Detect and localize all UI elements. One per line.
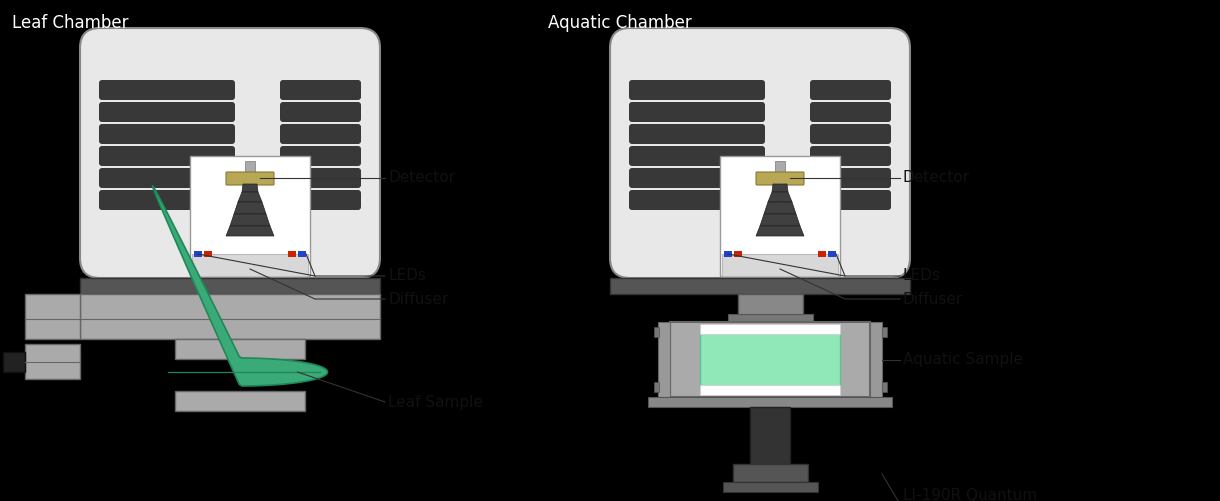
- Bar: [700, 324, 841, 334]
- Text: LEDs: LEDs: [903, 269, 941, 284]
- Bar: [722, 254, 838, 276]
- Polygon shape: [772, 184, 788, 192]
- Bar: [81, 278, 379, 294]
- FancyBboxPatch shape: [81, 28, 379, 278]
- FancyBboxPatch shape: [99, 102, 235, 122]
- FancyBboxPatch shape: [630, 102, 765, 122]
- Bar: [750, 407, 791, 472]
- Bar: [658, 322, 670, 397]
- FancyBboxPatch shape: [99, 124, 235, 144]
- FancyBboxPatch shape: [630, 190, 765, 210]
- Bar: [288, 251, 296, 257]
- Polygon shape: [231, 214, 270, 226]
- Text: LI-190R Quantum
Sensor: LI-190R Quantum Sensor: [903, 488, 1037, 501]
- FancyBboxPatch shape: [810, 168, 891, 188]
- Bar: [298, 251, 306, 257]
- FancyBboxPatch shape: [99, 190, 235, 210]
- FancyBboxPatch shape: [281, 80, 361, 100]
- Bar: [700, 385, 841, 395]
- Polygon shape: [242, 184, 257, 192]
- Bar: [174, 391, 305, 411]
- Text: Leaf Sample: Leaf Sample: [388, 394, 483, 409]
- Bar: [648, 397, 892, 407]
- Bar: [775, 161, 784, 173]
- Text: LEDs: LEDs: [388, 269, 426, 284]
- FancyBboxPatch shape: [610, 28, 910, 278]
- Bar: [670, 322, 870, 397]
- FancyBboxPatch shape: [281, 102, 361, 122]
- Bar: [245, 161, 255, 173]
- Bar: [722, 482, 817, 492]
- FancyBboxPatch shape: [99, 168, 235, 188]
- Bar: [190, 156, 310, 276]
- Bar: [882, 327, 887, 337]
- Bar: [610, 278, 910, 294]
- Polygon shape: [764, 202, 795, 214]
- Polygon shape: [238, 192, 262, 202]
- Text: Aquatic Chamber: Aquatic Chamber: [548, 14, 692, 32]
- Bar: [828, 251, 836, 257]
- Bar: [732, 464, 808, 482]
- Polygon shape: [226, 226, 274, 236]
- FancyBboxPatch shape: [756, 172, 804, 185]
- Polygon shape: [756, 226, 804, 236]
- Polygon shape: [152, 186, 327, 386]
- Bar: [817, 251, 826, 257]
- FancyBboxPatch shape: [630, 146, 765, 166]
- FancyBboxPatch shape: [281, 190, 361, 210]
- FancyBboxPatch shape: [281, 146, 361, 166]
- Bar: [2, 352, 24, 372]
- Text: Detector: Detector: [388, 170, 455, 185]
- Bar: [882, 382, 887, 392]
- Bar: [734, 251, 742, 257]
- Text: Detector: Detector: [903, 170, 970, 185]
- Polygon shape: [234, 202, 266, 214]
- Bar: [194, 251, 203, 257]
- FancyBboxPatch shape: [810, 80, 891, 100]
- FancyBboxPatch shape: [226, 172, 274, 185]
- Bar: [870, 322, 882, 397]
- Bar: [204, 251, 212, 257]
- Text: Diffuser: Diffuser: [903, 292, 964, 307]
- Text: Aquatic Sample: Aquatic Sample: [903, 352, 1024, 367]
- FancyBboxPatch shape: [281, 168, 361, 188]
- FancyBboxPatch shape: [99, 80, 235, 100]
- FancyBboxPatch shape: [810, 124, 891, 144]
- Bar: [81, 294, 379, 339]
- Bar: [738, 294, 803, 322]
- Bar: [654, 327, 659, 337]
- Bar: [192, 254, 307, 276]
- Bar: [723, 251, 732, 257]
- FancyBboxPatch shape: [630, 80, 765, 100]
- FancyBboxPatch shape: [810, 190, 891, 210]
- FancyBboxPatch shape: [810, 146, 891, 166]
- FancyBboxPatch shape: [810, 102, 891, 122]
- Text: Leaf Chamber: Leaf Chamber: [12, 14, 128, 32]
- Bar: [654, 382, 659, 392]
- Bar: [727, 314, 813, 322]
- Bar: [24, 294, 81, 339]
- Bar: [700, 332, 841, 387]
- FancyBboxPatch shape: [630, 124, 765, 144]
- FancyBboxPatch shape: [630, 168, 765, 188]
- FancyBboxPatch shape: [99, 146, 235, 166]
- Bar: [720, 156, 841, 276]
- Bar: [24, 344, 81, 379]
- FancyBboxPatch shape: [281, 124, 361, 144]
- Text: Diffuser: Diffuser: [388, 292, 448, 307]
- Polygon shape: [760, 214, 800, 226]
- Bar: [174, 339, 305, 359]
- Polygon shape: [769, 192, 792, 202]
